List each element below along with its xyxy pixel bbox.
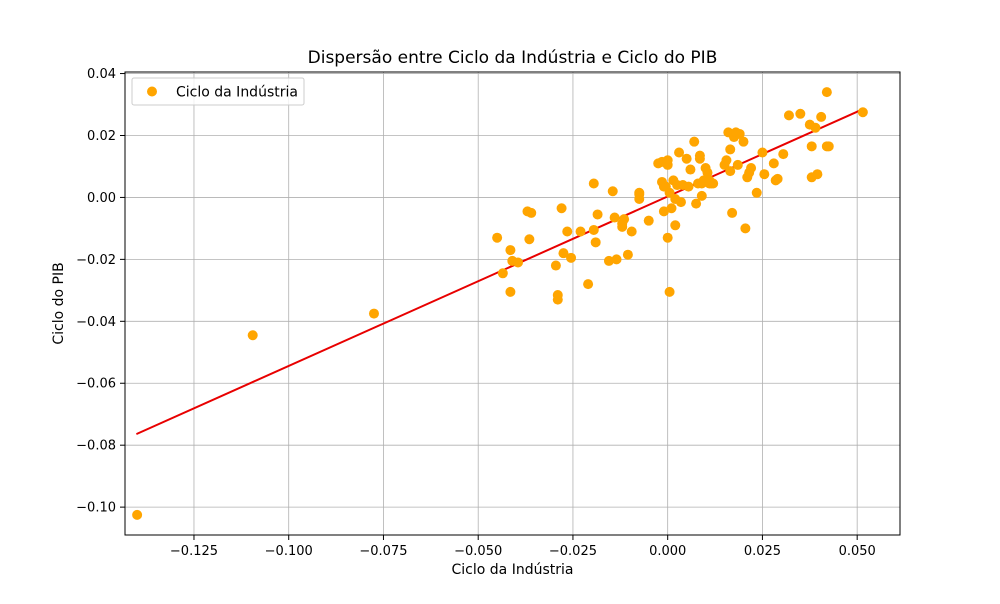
y-axis-label: Ciclo do PIB: [51, 262, 67, 344]
data-point: [588, 224, 599, 235]
data-point: [664, 286, 675, 297]
data-point: [816, 111, 827, 122]
data-point: [778, 149, 789, 160]
x-tick-label: 0.050: [839, 544, 876, 559]
data-point: [812, 169, 823, 180]
data-point: [721, 155, 732, 166]
data-point: [603, 255, 614, 266]
data-point: [588, 178, 599, 189]
data-point: [666, 203, 677, 214]
legend: Ciclo da Indústria: [131, 77, 305, 106]
data-point: [552, 294, 563, 305]
data-point: [617, 221, 628, 232]
data-point: [783, 110, 794, 121]
x-tick-label: −0.050: [454, 544, 502, 559]
data-point: [681, 153, 692, 164]
data-point: [512, 257, 523, 268]
data-point: [566, 252, 577, 263]
data-point: [674, 147, 685, 158]
x-tick-label: −0.025: [549, 544, 597, 559]
data-point: [556, 203, 567, 214]
x-tick-label: 0.000: [649, 544, 686, 559]
data-point: [590, 237, 601, 248]
legend-label: Ciclo da Indústria: [176, 85, 298, 101]
data-point: [821, 87, 832, 98]
data-point: [575, 226, 586, 237]
legend-box: [131, 77, 305, 106]
x-tick-label: −0.125: [170, 544, 218, 559]
y-tick-label: −0.02: [76, 253, 116, 268]
x-tick-label: −0.100: [265, 544, 313, 559]
data-point: [550, 260, 561, 271]
data-point: [658, 206, 669, 217]
data-point: [368, 308, 379, 319]
data-point: [768, 158, 779, 169]
data-point: [746, 163, 757, 174]
data-point: [696, 190, 707, 201]
y-tick-label: −0.06: [76, 377, 116, 392]
data-point: [524, 234, 535, 245]
data-point: [505, 245, 516, 256]
data-point: [685, 164, 696, 175]
data-point: [558, 248, 569, 259]
data-point: [607, 186, 618, 197]
data-point: [683, 181, 694, 192]
data-point: [857, 107, 868, 118]
data-point: [759, 169, 770, 180]
data-point: [691, 198, 702, 209]
data-point: [751, 187, 762, 198]
data-point: [795, 108, 806, 119]
data-point: [583, 279, 594, 290]
data-point: [725, 144, 736, 155]
data-point: [740, 223, 751, 234]
x-tick-label: −0.075: [359, 544, 407, 559]
plot-area: [124, 71, 901, 536]
y-tick-label: 0.00: [87, 191, 116, 206]
data-point: [670, 220, 681, 231]
data-point: [634, 187, 645, 198]
data-point: [694, 150, 705, 161]
data-point: [497, 268, 508, 279]
data-point: [725, 166, 736, 177]
data-point: [689, 136, 700, 147]
data-point: [734, 128, 745, 139]
data-point: [247, 330, 258, 341]
y-tick-label: −0.08: [76, 439, 116, 454]
data-point: [738, 136, 749, 147]
data-point: [727, 207, 738, 218]
data-point: [757, 147, 768, 158]
y-tick-label: 0.02: [87, 129, 116, 144]
data-point: [505, 286, 516, 297]
data-point: [708, 178, 719, 189]
data-point: [611, 254, 622, 265]
data-point: [609, 212, 620, 223]
x-axis-label: Ciclo da Indústria: [452, 562, 574, 578]
data-point: [732, 159, 743, 170]
data-point: [823, 141, 834, 152]
data-point: [622, 249, 633, 260]
data-point: [592, 209, 603, 220]
data-point: [643, 215, 654, 226]
data-point: [662, 232, 673, 243]
data-point: [810, 122, 821, 133]
y-tick-label: −0.04: [76, 315, 116, 330]
legend-marker: [147, 86, 157, 97]
data-point: [772, 173, 783, 184]
data-point: [526, 207, 537, 218]
y-tick-label: −0.10: [76, 501, 116, 516]
data-point: [675, 197, 686, 208]
chart-title: Dispersão entre Ciclo da Indústria e Cic…: [308, 48, 718, 68]
x-tick-label: 0.025: [744, 544, 781, 559]
y-tick-label: 0.04: [87, 67, 116, 82]
data-point: [562, 226, 573, 237]
data-point: [702, 167, 713, 178]
data-point: [492, 232, 503, 243]
data-point: [132, 509, 143, 520]
data-point: [662, 159, 673, 170]
data-point: [806, 141, 817, 152]
data-point: [619, 214, 630, 225]
data-point: [626, 226, 637, 237]
